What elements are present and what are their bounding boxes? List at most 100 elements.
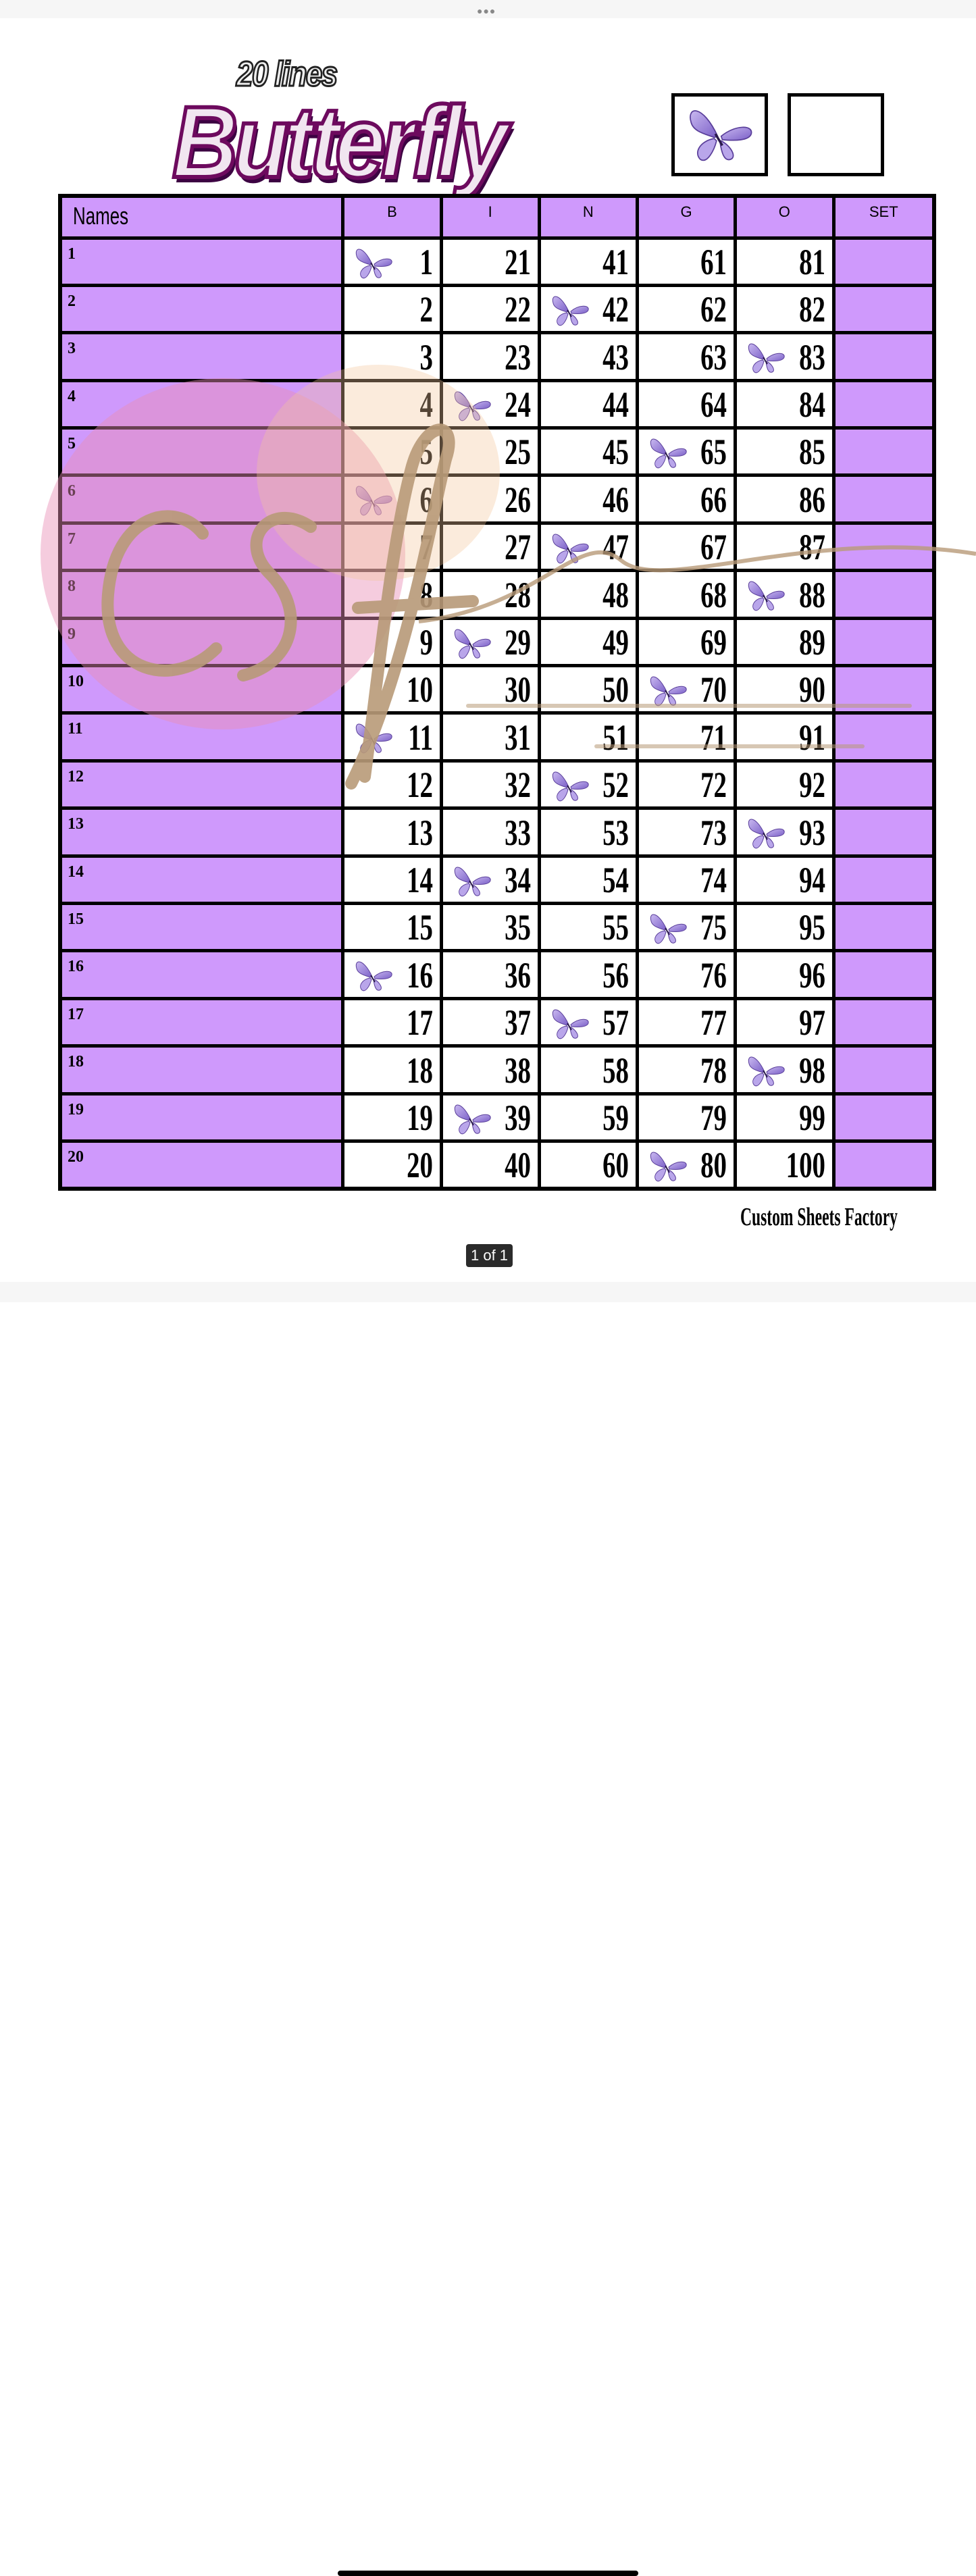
name-cell[interactable]: 17 bbox=[58, 996, 345, 1048]
number-cell-b[interactable]: 7 bbox=[341, 521, 443, 573]
number-cell-o[interactable]: 89 bbox=[734, 616, 836, 668]
name-cell[interactable]: 14 bbox=[58, 854, 345, 905]
number-cell-o[interactable]: 81 bbox=[734, 236, 836, 287]
number-cell-b[interactable]: 5 bbox=[341, 426, 443, 478]
name-cell[interactable]: 1 bbox=[58, 236, 345, 287]
home-indicator[interactable] bbox=[338, 2571, 638, 2576]
number-cell-o[interactable]: 97 bbox=[734, 996, 836, 1048]
number-cell-o[interactable]: 100 bbox=[734, 1139, 836, 1191]
set-cell[interactable] bbox=[831, 521, 936, 573]
name-cell[interactable]: 15 bbox=[58, 901, 345, 953]
number-cell-g[interactable]: 62 bbox=[635, 283, 738, 335]
number-cell-i[interactable]: 27 bbox=[439, 521, 541, 573]
number-cell-g[interactable]: 79 bbox=[635, 1091, 738, 1143]
number-cell-o[interactable]: 86 bbox=[734, 473, 836, 525]
name-cell[interactable]: 5 bbox=[58, 426, 345, 478]
number-cell-g[interactable]: 64 bbox=[635, 378, 738, 430]
number-cell-i[interactable]: 39 bbox=[439, 1091, 541, 1143]
number-cell-i[interactable]: 21 bbox=[439, 236, 541, 287]
number-cell-i[interactable]: 26 bbox=[439, 473, 541, 525]
number-cell-b[interactable]: 9 bbox=[341, 616, 443, 668]
number-cell-n[interactable]: 56 bbox=[537, 949, 639, 1000]
number-cell-g[interactable]: 61 bbox=[635, 236, 738, 287]
number-cell-n[interactable]: 58 bbox=[537, 1044, 639, 1096]
number-cell-n[interactable]: 44 bbox=[537, 378, 639, 430]
number-cell-i[interactable]: 37 bbox=[439, 996, 541, 1048]
set-cell[interactable] bbox=[831, 758, 936, 810]
number-cell-g[interactable]: 78 bbox=[635, 1044, 738, 1096]
more-horizontal-icon[interactable]: ●●● bbox=[477, 5, 496, 16]
name-cell[interactable]: 8 bbox=[58, 569, 345, 620]
number-cell-g[interactable]: 63 bbox=[635, 331, 738, 382]
set-cell[interactable] bbox=[831, 1139, 936, 1191]
number-cell-i[interactable]: 24 bbox=[439, 378, 541, 430]
set-cell[interactable] bbox=[831, 331, 936, 382]
number-cell-n[interactable]: 60 bbox=[537, 1139, 639, 1191]
number-cell-i[interactable]: 29 bbox=[439, 616, 541, 668]
number-cell-o[interactable]: 92 bbox=[734, 758, 836, 810]
number-cell-o[interactable]: 98 bbox=[734, 1044, 836, 1096]
number-cell-n[interactable]: 46 bbox=[537, 473, 639, 525]
number-cell-b[interactable]: 13 bbox=[341, 806, 443, 858]
number-cell-b[interactable]: 12 bbox=[341, 758, 443, 810]
number-cell-g[interactable]: 66 bbox=[635, 473, 738, 525]
number-cell-o[interactable]: 95 bbox=[734, 901, 836, 953]
number-cell-i[interactable]: 28 bbox=[439, 569, 541, 620]
number-cell-n[interactable]: 41 bbox=[537, 236, 639, 287]
name-cell[interactable]: 20 bbox=[58, 1139, 345, 1191]
number-cell-i[interactable]: 33 bbox=[439, 806, 541, 858]
number-cell-n[interactable]: 52 bbox=[537, 758, 639, 810]
number-cell-g[interactable]: 80 bbox=[635, 1139, 738, 1191]
number-cell-g[interactable]: 70 bbox=[635, 664, 738, 715]
number-cell-o[interactable]: 94 bbox=[734, 854, 836, 905]
number-cell-o[interactable]: 83 bbox=[734, 331, 836, 382]
number-cell-b[interactable]: 4 bbox=[341, 378, 443, 430]
number-cell-g[interactable]: 74 bbox=[635, 854, 738, 905]
number-cell-g[interactable]: 71 bbox=[635, 711, 738, 763]
number-cell-b[interactable]: 2 bbox=[341, 283, 443, 335]
number-cell-n[interactable]: 50 bbox=[537, 664, 639, 715]
set-cell[interactable] bbox=[831, 664, 936, 715]
number-cell-i[interactable]: 23 bbox=[439, 331, 541, 382]
number-cell-o[interactable]: 93 bbox=[734, 806, 836, 858]
number-cell-i[interactable]: 34 bbox=[439, 854, 541, 905]
number-cell-i[interactable]: 22 bbox=[439, 283, 541, 335]
number-cell-g[interactable]: 73 bbox=[635, 806, 738, 858]
number-cell-b[interactable]: 11 bbox=[341, 711, 443, 763]
number-cell-i[interactable]: 30 bbox=[439, 664, 541, 715]
number-cell-b[interactable]: 19 bbox=[341, 1091, 443, 1143]
name-cell[interactable]: 16 bbox=[58, 949, 345, 1000]
name-cell[interactable]: 4 bbox=[58, 378, 345, 430]
number-cell-n[interactable]: 45 bbox=[537, 426, 639, 478]
number-cell-b[interactable]: 8 bbox=[341, 569, 443, 620]
number-cell-i[interactable]: 36 bbox=[439, 949, 541, 1000]
set-cell[interactable] bbox=[831, 949, 936, 1000]
number-cell-n[interactable]: 49 bbox=[537, 616, 639, 668]
number-cell-o[interactable]: 90 bbox=[734, 664, 836, 715]
number-cell-b[interactable]: 10 bbox=[341, 664, 443, 715]
number-cell-b[interactable]: 16 bbox=[341, 949, 443, 1000]
number-cell-g[interactable]: 75 bbox=[635, 901, 738, 953]
name-cell[interactable]: 7 bbox=[58, 521, 345, 573]
number-cell-b[interactable]: 14 bbox=[341, 854, 443, 905]
number-cell-b[interactable]: 3 bbox=[341, 331, 443, 382]
number-cell-i[interactable]: 35 bbox=[439, 901, 541, 953]
number-cell-i[interactable]: 31 bbox=[439, 711, 541, 763]
set-cell[interactable] bbox=[831, 711, 936, 763]
number-cell-n[interactable]: 42 bbox=[537, 283, 639, 335]
number-cell-n[interactable]: 47 bbox=[537, 521, 639, 573]
number-cell-o[interactable]: 91 bbox=[734, 711, 836, 763]
set-cell[interactable] bbox=[831, 378, 936, 430]
number-cell-g[interactable]: 77 bbox=[635, 996, 738, 1048]
name-cell[interactable]: 10 bbox=[58, 664, 345, 715]
number-cell-n[interactable]: 59 bbox=[537, 1091, 639, 1143]
set-cell[interactable] bbox=[831, 426, 936, 478]
number-cell-b[interactable]: 18 bbox=[341, 1044, 443, 1096]
number-cell-g[interactable]: 67 bbox=[635, 521, 738, 573]
number-cell-o[interactable]: 88 bbox=[734, 569, 836, 620]
number-cell-i[interactable]: 40 bbox=[439, 1139, 541, 1191]
name-cell[interactable]: 19 bbox=[58, 1091, 345, 1143]
number-cell-g[interactable]: 69 bbox=[635, 616, 738, 668]
number-cell-n[interactable]: 53 bbox=[537, 806, 639, 858]
name-cell[interactable]: 11 bbox=[58, 711, 345, 763]
